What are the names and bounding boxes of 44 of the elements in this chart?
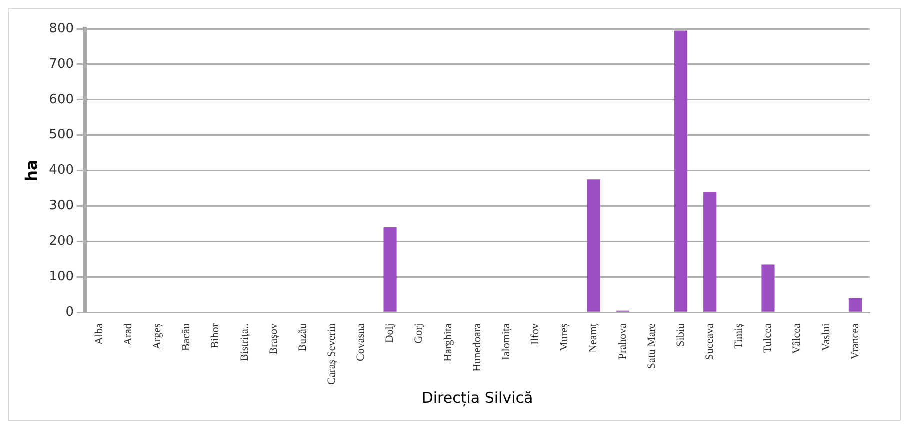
bar (674, 30, 688, 312)
y-tick-label: 400 (49, 163, 74, 178)
y-axis-title: ha (22, 160, 41, 182)
x-tick-label: Brașov (268, 323, 280, 355)
x-tick-label: Harghita (442, 323, 454, 362)
x-tick-label: Arad (122, 323, 135, 346)
bar (704, 192, 717, 312)
y-tick-label: 0 (66, 304, 74, 320)
x-tick-label: Caraș Severin (326, 323, 338, 386)
x-tick-label: Ilfov (530, 323, 542, 345)
x-tick-label: Sibiu (674, 323, 687, 347)
x-tick-label: Gorj (413, 324, 426, 344)
y-tick-label: 200 (49, 234, 74, 250)
bar (384, 228, 397, 312)
bar (587, 180, 600, 312)
x-axis-title: Direcția Silvică (422, 388, 534, 407)
bar (762, 264, 775, 312)
x-tick-label: Ialomița (500, 323, 512, 360)
x-tick-label: Neamț (588, 324, 600, 353)
y-tick-label: 600 (49, 92, 74, 108)
x-tick-label: Mureș (558, 324, 571, 352)
y-tick-label: 300 (49, 198, 74, 214)
x-tick-label: Bacău (180, 323, 193, 352)
x-tick-label: Bistrița.. (238, 323, 251, 362)
x-tick-label: Alba (93, 323, 106, 345)
x-tick-label: Vrancea (849, 323, 862, 360)
x-tick-label: Covasna (355, 323, 368, 362)
x-tick-label: Vâlcea (791, 323, 804, 354)
x-tick-label: Bihor (210, 323, 222, 349)
x-tick-label: Buzău (296, 323, 309, 352)
x-tick-label: Vaslui (820, 324, 832, 352)
x-tick-label: Dolj (384, 324, 396, 344)
x-tick-label: Argeș (152, 324, 164, 350)
y-tick-label: 500 (49, 128, 74, 143)
y-tick-label: 800 (49, 21, 74, 36)
x-tick-label: Tulcea (762, 323, 774, 354)
x-tick-label: Timiș (733, 324, 746, 349)
x-tick-label: Hunedoara (471, 323, 484, 372)
x-tick-label: Satu Mare (646, 323, 658, 370)
bar (848, 298, 862, 312)
y-tick-label: 100 (49, 270, 74, 285)
x-tick-label: Suceava (704, 323, 716, 360)
x-tick-label: Prahova (616, 323, 629, 360)
y-tick-label: 700 (49, 56, 74, 72)
